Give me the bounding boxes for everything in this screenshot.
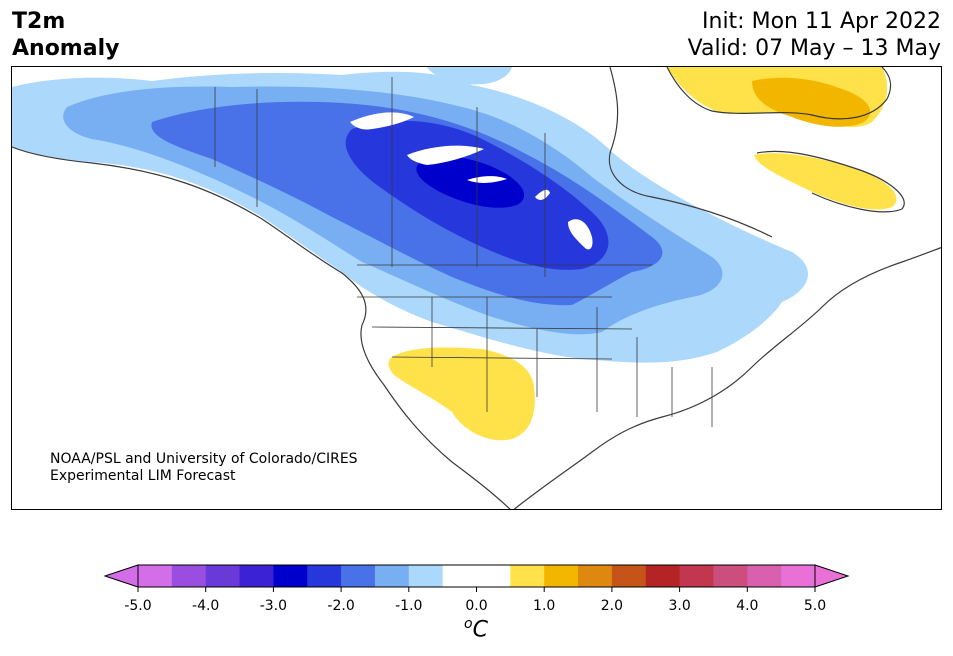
colorbar-cell (374, 565, 410, 587)
colorbar-cell (645, 565, 681, 587)
colorbar-tick-label: 3.0 (668, 598, 691, 614)
colorbar-cell (442, 565, 477, 587)
lake-shape-1 (350, 112, 414, 130)
unit-letter: C (472, 617, 488, 643)
valid-date: Valid: 07 May – 13 May (687, 36, 941, 61)
colorbar-unit: oC (464, 616, 488, 642)
map-title: T2m Anomaly (12, 8, 119, 62)
state-borders (214, 77, 713, 427)
cold-contour-5 (416, 156, 525, 208)
init-date: Init: Mon 11 Apr 2022 (702, 9, 941, 34)
lake-shape-4 (535, 189, 550, 200)
colorbar-tick-label: -1.0 (395, 598, 423, 614)
colorbar-under-arrow (103, 564, 139, 588)
map-canvas (12, 67, 941, 509)
colorbar-ticks (137, 587, 816, 592)
warm-greenland-core (752, 77, 871, 127)
colorbar-cell (476, 565, 511, 587)
colorbar-cell (239, 565, 274, 587)
colorbar-tick-label: 2.0 (600, 598, 624, 614)
colorbar-tick-label: -2.0 (327, 598, 355, 614)
warm-baffin (754, 153, 897, 210)
warm-southwest (388, 347, 535, 441)
map-title-line2: Anomaly (12, 36, 120, 61)
colorbar-cell (611, 565, 647, 587)
colorbar-cell (205, 565, 241, 587)
colorbar-cell (544, 565, 579, 587)
colorbar-tick-label: -4.0 (192, 598, 220, 614)
colorbar-cell (408, 565, 444, 587)
lake-shape-2 (407, 145, 484, 165)
unit-degree: o (464, 616, 473, 632)
colorbar-cells (138, 565, 816, 587)
colorbar-cell (578, 565, 613, 587)
colorbar-cell (747, 565, 782, 587)
colorbar-cell (781, 565, 816, 587)
colorbar-cell (273, 565, 308, 587)
cold-contour-1b (427, 67, 512, 85)
lake-shape-5 (568, 219, 593, 250)
anomaly-map: NOAA/PSL and University of Colorado/CIRE… (11, 66, 942, 510)
colorbar-tick-label: 0.0 (465, 598, 488, 614)
colorbar-cell (341, 565, 376, 587)
colorbar-cell (679, 565, 714, 587)
colorbar-cell (307, 565, 342, 587)
colorbar-cell (510, 565, 545, 587)
colorbar-tick-label: -3.0 (259, 598, 288, 614)
credit-line2: Experimental LIM Forecast (50, 468, 236, 484)
colorbar-over-arrow (814, 564, 850, 588)
colorbar-tick-label: 1.0 (533, 598, 556, 614)
forecast-dates: Init: Mon 11 Apr 2022 Valid: 07 May – 13… (688, 8, 941, 62)
credit-line1: NOAA/PSL and University of Colorado/CIRE… (50, 451, 358, 467)
colorbar-cell (171, 565, 207, 587)
colorbar-tick-label: 5.0 (803, 598, 827, 614)
map-title-line1: T2m (12, 9, 66, 34)
credit-text: NOAA/PSL and University of Colorado/CIRE… (50, 451, 358, 485)
colorbar-cell (713, 565, 748, 587)
colorbar-tick-label: -5.0 (124, 598, 152, 614)
colorbar-tick-label: 4.0 (736, 598, 759, 614)
coastlines (12, 67, 941, 509)
colorbar-cell (138, 565, 173, 587)
